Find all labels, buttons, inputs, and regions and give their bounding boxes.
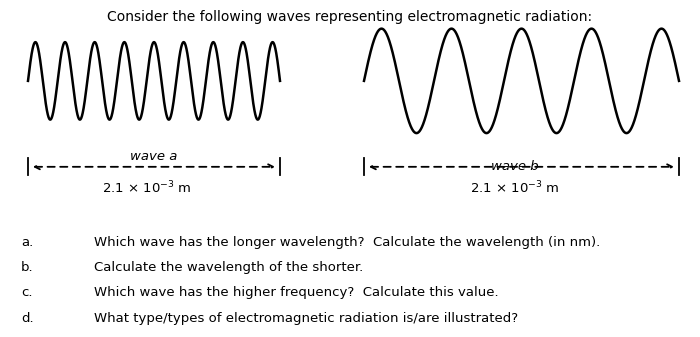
Text: wave a: wave a xyxy=(130,150,178,163)
Text: Consider the following waves representing electromagnetic radiation:: Consider the following waves representin… xyxy=(107,10,593,24)
Text: What type/types of electromagnetic radiation is/are illustrated?: What type/types of electromagnetic radia… xyxy=(94,312,519,325)
Text: wave b: wave b xyxy=(491,160,538,173)
Text: d.: d. xyxy=(21,312,34,325)
Text: Calculate the wavelength of the shorter.: Calculate the wavelength of the shorter. xyxy=(94,261,364,274)
Text: c.: c. xyxy=(21,286,32,300)
Text: 2.1 $\times$ 10$^{-3}$ m: 2.1 $\times$ 10$^{-3}$ m xyxy=(470,180,559,196)
Text: b.: b. xyxy=(21,261,34,274)
Text: Which wave has the longer wavelength?  Calculate the wavelength (in nm).: Which wave has the longer wavelength? Ca… xyxy=(94,236,601,249)
Text: a.: a. xyxy=(21,236,34,249)
Text: 2.1 $\times$ 10$^{-3}$ m: 2.1 $\times$ 10$^{-3}$ m xyxy=(102,180,192,196)
Text: Which wave has the higher frequency?  Calculate this value.: Which wave has the higher frequency? Cal… xyxy=(94,286,499,300)
